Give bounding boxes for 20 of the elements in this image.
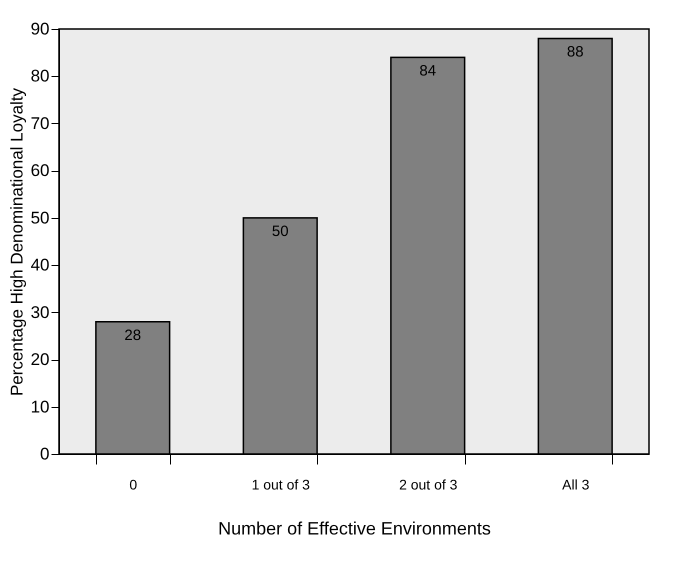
- data-label: 88: [566, 43, 584, 60]
- y-tick-label: 10: [30, 397, 50, 416]
- x-tick-label: 2 out of 3: [399, 476, 458, 492]
- y-tick-label: 50: [30, 208, 50, 228]
- y-tick-label: 20: [30, 350, 50, 370]
- data-label: 50: [272, 222, 289, 240]
- y-axis-title: Percentage High Denominational Loyalty: [8, 87, 27, 396]
- data-label: 28: [124, 326, 142, 344]
- y-tick-label: 40: [30, 256, 50, 275]
- x-tick-label: All 3: [562, 476, 590, 492]
- data-label: 84: [419, 62, 436, 80]
- y-tick-label: 80: [30, 66, 50, 86]
- y-tick-label: 70: [30, 114, 50, 133]
- x-axis-title: Number of Effective Environments: [218, 518, 491, 538]
- y-tick-label: 0: [40, 444, 50, 464]
- y-tick-label: 90: [30, 20, 50, 38]
- x-tick-label: 0: [129, 476, 138, 492]
- x-tick-label: 1 out of 3: [252, 476, 310, 492]
- y-tick-label: 30: [30, 302, 50, 322]
- y-tick-label: 60: [30, 161, 50, 180]
